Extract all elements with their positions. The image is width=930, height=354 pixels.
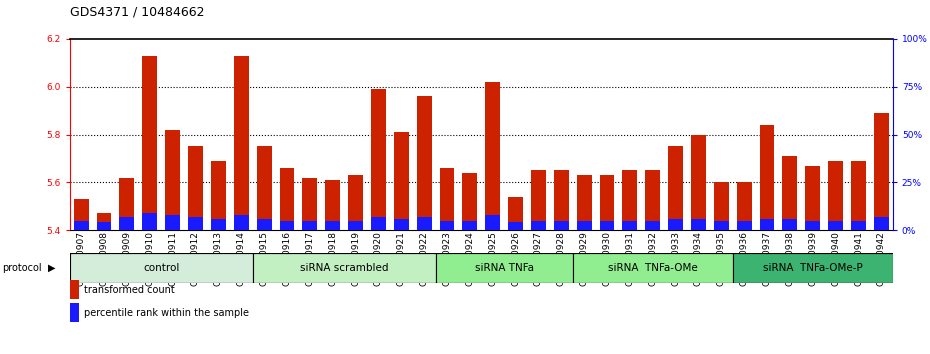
Bar: [874, 217, 889, 230]
Bar: [691, 135, 706, 230]
Bar: [393, 132, 408, 230]
Bar: [851, 221, 866, 230]
Bar: [600, 175, 615, 230]
Text: transformed count: transformed count: [84, 285, 175, 295]
Bar: [188, 147, 203, 230]
Bar: [622, 221, 637, 230]
Bar: [577, 175, 591, 230]
Bar: [119, 217, 134, 230]
Bar: [348, 175, 363, 230]
Bar: [462, 173, 477, 230]
Bar: [371, 89, 386, 230]
Bar: [166, 130, 180, 230]
Bar: [211, 161, 226, 230]
Bar: [668, 219, 683, 230]
Text: percentile rank within the sample: percentile rank within the sample: [84, 308, 248, 318]
Bar: [714, 182, 729, 230]
Bar: [622, 170, 637, 230]
Text: siRNA  TNFa-OMe: siRNA TNFa-OMe: [608, 263, 698, 273]
Bar: [691, 219, 706, 230]
Bar: [326, 180, 340, 230]
Bar: [531, 170, 546, 230]
Bar: [97, 222, 112, 230]
Bar: [668, 147, 683, 230]
Bar: [554, 221, 569, 230]
Bar: [733, 253, 893, 283]
Bar: [257, 147, 272, 230]
Text: protocol: protocol: [2, 263, 42, 273]
Bar: [97, 213, 112, 230]
Bar: [417, 96, 432, 230]
Bar: [73, 199, 88, 230]
Text: siRNA  TNFa-OMe-P: siRNA TNFa-OMe-P: [763, 263, 863, 273]
Bar: [554, 170, 569, 230]
Bar: [737, 221, 751, 230]
Bar: [805, 166, 820, 230]
Bar: [211, 219, 226, 230]
Bar: [233, 215, 248, 230]
Bar: [142, 56, 157, 230]
Bar: [326, 221, 340, 230]
Bar: [70, 253, 253, 283]
Bar: [440, 221, 455, 230]
Text: siRNA scrambled: siRNA scrambled: [299, 263, 389, 273]
Bar: [760, 219, 775, 230]
Bar: [435, 253, 573, 283]
Bar: [805, 221, 820, 230]
Text: control: control: [143, 263, 179, 273]
Bar: [714, 221, 729, 230]
Bar: [417, 217, 432, 230]
Bar: [577, 221, 591, 230]
Bar: [393, 219, 408, 230]
Bar: [829, 221, 844, 230]
Bar: [233, 56, 248, 230]
Bar: [874, 113, 889, 230]
Bar: [508, 197, 523, 230]
Bar: [371, 217, 386, 230]
Bar: [645, 170, 660, 230]
Bar: [737, 182, 751, 230]
Bar: [119, 178, 134, 230]
Bar: [829, 161, 844, 230]
Bar: [782, 219, 797, 230]
Bar: [166, 215, 180, 230]
Bar: [302, 178, 317, 230]
Bar: [348, 221, 363, 230]
Bar: [280, 221, 295, 230]
Bar: [142, 213, 157, 230]
Bar: [485, 215, 500, 230]
Bar: [573, 253, 733, 283]
Bar: [760, 125, 775, 230]
Bar: [600, 221, 615, 230]
Bar: [73, 221, 88, 230]
Bar: [188, 217, 203, 230]
Bar: [851, 161, 866, 230]
Bar: [257, 219, 272, 230]
Bar: [280, 168, 295, 230]
Bar: [485, 82, 500, 230]
Bar: [253, 253, 435, 283]
Bar: [508, 222, 523, 230]
Text: GDS4371 / 10484662: GDS4371 / 10484662: [70, 5, 205, 18]
Bar: [645, 221, 660, 230]
Bar: [302, 221, 317, 230]
Text: siRNA TNFa: siRNA TNFa: [474, 263, 534, 273]
Text: ▶: ▶: [48, 263, 56, 273]
Bar: [782, 156, 797, 230]
Bar: [462, 221, 477, 230]
Bar: [440, 168, 455, 230]
Bar: [531, 221, 546, 230]
